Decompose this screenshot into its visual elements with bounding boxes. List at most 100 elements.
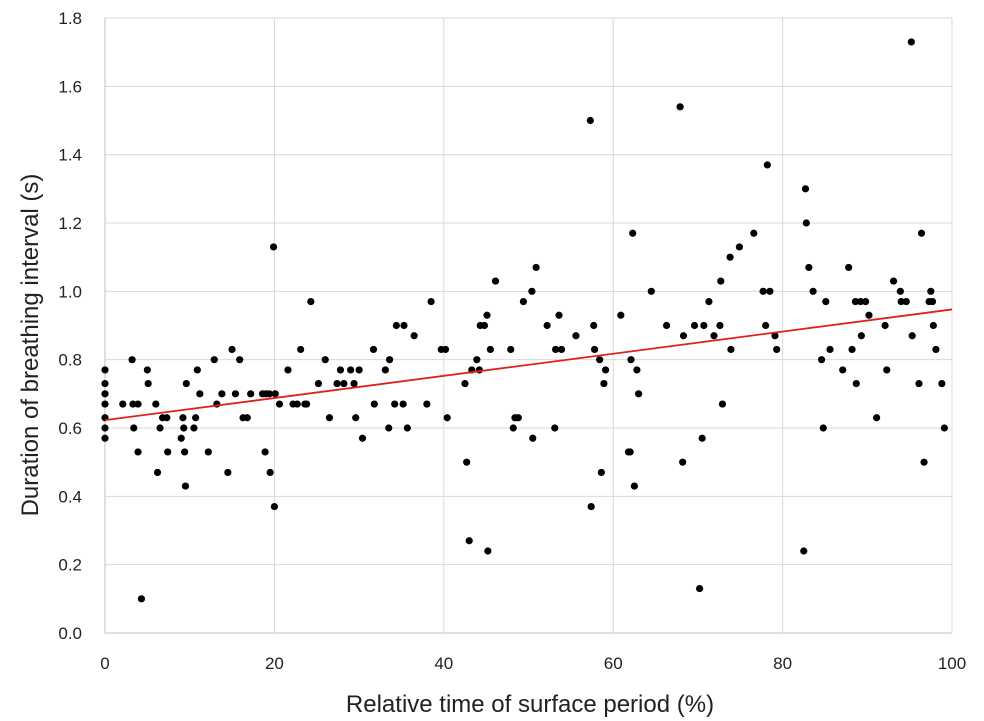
data-point bbox=[385, 424, 393, 432]
data-point bbox=[181, 448, 189, 456]
data-point bbox=[845, 263, 853, 272]
data-point bbox=[179, 414, 187, 422]
trendline bbox=[104, 308, 953, 422]
data-point bbox=[938, 379, 946, 388]
y-tick-label: 0.0 bbox=[58, 624, 82, 643]
data-point bbox=[302, 400, 311, 408]
data-point bbox=[137, 595, 146, 603]
data-point bbox=[483, 311, 491, 319]
data-point bbox=[679, 458, 687, 466]
data-point bbox=[101, 390, 109, 398]
x-tick-label: 60 bbox=[604, 654, 623, 673]
data-points bbox=[101, 38, 948, 603]
data-point bbox=[236, 356, 244, 364]
y-tick-label: 0.8 bbox=[58, 351, 82, 370]
data-point bbox=[932, 345, 940, 354]
data-point bbox=[352, 414, 360, 422]
data-point bbox=[144, 379, 152, 388]
data-point bbox=[400, 321, 408, 330]
data-point bbox=[423, 400, 431, 408]
data-point bbox=[917, 229, 926, 237]
axes bbox=[104, 18, 952, 634]
data-point bbox=[819, 424, 827, 432]
data-point bbox=[463, 458, 471, 466]
x-tick-label: 20 bbox=[265, 654, 284, 673]
data-point bbox=[897, 297, 905, 306]
data-point bbox=[716, 321, 724, 330]
y-tick-label: 1.0 bbox=[58, 282, 82, 301]
data-point bbox=[596, 356, 604, 364]
data-point bbox=[717, 277, 725, 285]
data-point bbox=[403, 424, 411, 432]
data-point bbox=[801, 185, 810, 193]
data-point bbox=[190, 424, 198, 432]
data-point bbox=[143, 366, 151, 374]
data-point bbox=[224, 468, 232, 477]
data-point bbox=[484, 547, 492, 555]
data-point bbox=[325, 414, 334, 422]
data-point bbox=[555, 311, 563, 319]
data-point bbox=[370, 400, 378, 408]
x-tick-label: 100 bbox=[938, 654, 966, 673]
data-point bbox=[427, 297, 435, 306]
data-point bbox=[231, 390, 240, 398]
data-point bbox=[929, 321, 937, 330]
data-point bbox=[927, 287, 935, 295]
data-point bbox=[587, 502, 595, 511]
y-tick-label: 1.2 bbox=[58, 214, 82, 233]
data-point bbox=[809, 287, 817, 295]
data-point bbox=[410, 332, 418, 340]
data-point bbox=[196, 390, 204, 398]
data-point bbox=[928, 297, 937, 306]
data-point bbox=[134, 448, 142, 456]
data-point bbox=[750, 229, 758, 237]
tick-labels: 0.0 0.2 0.4 0.6 0.8 1.0 1.2 1.4 1.6 1.8 0 20 40 60 80 1… bbox=[58, 9, 966, 673]
trendline-group bbox=[104, 308, 953, 422]
y-tick-label: 0.4 bbox=[58, 487, 82, 506]
data-point bbox=[907, 38, 915, 46]
data-point bbox=[509, 424, 517, 432]
data-point bbox=[269, 243, 278, 251]
data-point bbox=[193, 366, 201, 374]
data-point bbox=[856, 297, 865, 306]
x-axis-title: Relative time of surface period (%) bbox=[346, 691, 714, 718]
data-point bbox=[270, 502, 278, 511]
data-point bbox=[156, 424, 164, 432]
x-tick-label: 0 bbox=[100, 654, 109, 673]
data-point bbox=[766, 287, 774, 295]
data-point bbox=[695, 584, 704, 593]
data-point bbox=[101, 424, 109, 432]
data-point bbox=[852, 379, 860, 388]
data-point bbox=[519, 297, 528, 306]
y-tick-label: 1.8 bbox=[58, 9, 82, 28]
data-point bbox=[491, 277, 500, 285]
data-point bbox=[727, 345, 735, 354]
data-point bbox=[826, 345, 834, 354]
data-point bbox=[101, 379, 109, 388]
data-point bbox=[726, 253, 734, 261]
data-point bbox=[617, 311, 625, 319]
data-point bbox=[391, 400, 399, 408]
data-point bbox=[572, 332, 580, 340]
data-point bbox=[204, 448, 212, 456]
data-point bbox=[883, 366, 891, 374]
data-point bbox=[862, 297, 870, 306]
data-point bbox=[181, 482, 190, 490]
data-point bbox=[369, 345, 378, 354]
x-tick-label: 80 bbox=[773, 654, 792, 673]
data-point bbox=[180, 424, 188, 432]
data-point bbox=[293, 400, 301, 408]
data-point bbox=[182, 379, 190, 388]
data-point bbox=[164, 448, 172, 456]
data-point bbox=[514, 414, 522, 422]
data-point bbox=[543, 321, 551, 330]
data-point bbox=[192, 414, 200, 422]
data-point bbox=[177, 434, 185, 442]
data-point bbox=[443, 414, 451, 422]
data-point bbox=[805, 263, 813, 272]
data-point bbox=[266, 468, 274, 477]
data-point bbox=[307, 297, 315, 306]
data-point bbox=[881, 321, 889, 330]
data-point bbox=[920, 458, 928, 466]
